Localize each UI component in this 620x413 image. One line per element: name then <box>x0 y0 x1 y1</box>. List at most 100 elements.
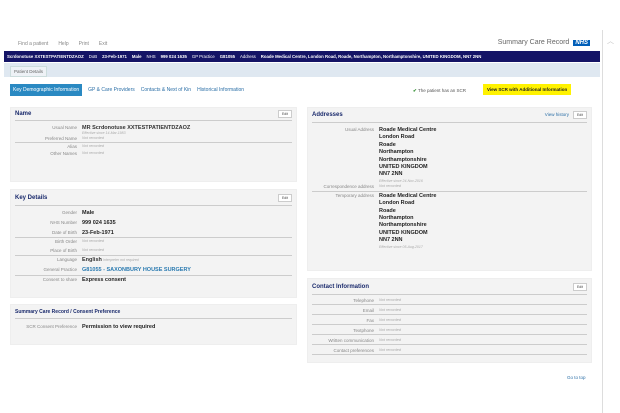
consent-value: Express consent <box>82 277 127 283</box>
temporary-address-effective: Effective since 05-Aug-2017 <box>379 244 423 249</box>
usual-address-label: Usual Address <box>344 127 374 132</box>
temporary-address: Roade Medical Centre London Road Roade Nort… <box>379 193 587 245</box>
contact-row: Written communication Not recorded <box>312 335 587 345</box>
usual-address-effective: Effective since 24-Nov-2016 <box>379 178 423 183</box>
birth-order-label: Birth Order <box>54 239 77 244</box>
address-line: Northamptonshire <box>379 222 427 229</box>
contact-row: Textphone Not recorded <box>312 325 587 335</box>
consent-label: Consent to share <box>42 277 77 282</box>
gp-link[interactable]: G81055 - SAXONBURY HOUSE SURGERY <box>82 267 191 273</box>
subnav-historical[interactable]: Historical Information <box>197 87 245 93</box>
address-line: Northampton <box>379 215 414 222</box>
addresses-title: Addresses <box>312 112 343 118</box>
contact-row: Email Not recorded <box>312 305 587 315</box>
contact-label: Fax <box>366 318 374 323</box>
menu-exit[interactable]: Exit <box>98 41 108 47</box>
alias-label: Alias <box>67 143 77 149</box>
address-line: London Road <box>379 134 415 141</box>
gender-label: Gender <box>61 210 77 215</box>
subnav-gp-care-providers[interactable]: GP & Care Providers <box>88 87 135 93</box>
edit-key-details-button[interactable]: Edit <box>277 193 292 202</box>
gp-code: G81055 <box>219 54 236 59</box>
scr-note: ✔ The patient has an SCR <box>413 88 466 94</box>
check-icon: ✔ <box>413 88 417 93</box>
temporary-address-label: Temporary address <box>335 192 374 198</box>
contact-title: Contact Information <box>312 283 369 290</box>
place-of-birth-label: Place of Birth <box>50 248 77 253</box>
sub-nav: Key Demographic Information GP & Care Pr… <box>10 84 244 96</box>
brand: Summary Care Record NHS <box>498 39 590 46</box>
address-line: Roade Medical Centre <box>379 192 437 199</box>
interpreter-note: interpreter not required <box>103 258 139 262</box>
contact-row: Fax Not recorded <box>312 315 587 325</box>
contact-label: Written communication <box>328 338 374 343</box>
usual-name-label: Usual Name <box>52 125 77 130</box>
subnav-contacts[interactable]: Contacts & Next of Kin <box>140 87 192 93</box>
address-line: UNITED KINGDOM <box>379 164 428 171</box>
nhs-number-value: 999 024 1635 <box>82 220 116 226</box>
address-line: Roade <box>379 207 396 214</box>
address-line: NN7 2NN <box>379 171 403 178</box>
gender-value: Male <box>82 210 95 216</box>
scr-pref-value: Permission to view required <box>82 324 156 330</box>
contact-value: Not recorded <box>379 348 401 352</box>
menu-print[interactable]: Print <box>78 41 89 47</box>
go-to-top-link[interactable]: Go to top <box>567 375 586 380</box>
edit-contact-button[interactable]: Edit <box>572 282 587 291</box>
nhs-number-label: NHS Number <box>50 220 77 225</box>
tab-strip: Patient Details <box>4 63 600 77</box>
address-label: Address <box>240 54 256 59</box>
dob-label: Date of Birth <box>51 230 77 235</box>
name-title: Name <box>15 111 32 117</box>
address-line: London Road <box>379 200 415 207</box>
nhs-number: 999 024 1635 <box>160 54 187 59</box>
subnav-key-demographic[interactable]: Key Demographic Information <box>10 84 83 96</box>
key-details-panel: Key Details Edit Gender Male NHS Number 999… <box>10 189 297 298</box>
address-line: NN7 2NN <box>379 237 403 244</box>
preferred-label: Preferred Name <box>44 136 77 141</box>
menu-help[interactable]: Help <box>58 41 69 47</box>
gp-label: GP Practice <box>191 54 215 59</box>
alias-value: Not recorded <box>82 143 104 148</box>
contact-label: Email <box>362 308 374 313</box>
top-menu: Find a patient Help Print Exit <box>18 41 107 47</box>
address-line: Roade <box>379 141 396 148</box>
patient-name: Scrdonotuse XXTESTPATIENTDZAOZ <box>7 54 84 59</box>
language-label: Language <box>56 257 77 262</box>
dob-label: DoB <box>88 54 98 59</box>
view-history-link[interactable]: View history <box>544 112 569 117</box>
address-line: Northampton <box>379 149 414 156</box>
tab-patient-details[interactable]: Patient Details <box>10 66 48 77</box>
scr-pref-label: SCR Consent Preference <box>26 324 77 329</box>
contact-panel: Contact Information Edit Telephone Not rec… <box>307 278 592 363</box>
edit-address-button[interactable]: Edit <box>572 111 587 119</box>
contact-label: Telephone <box>353 298 374 303</box>
gp-label: General Practice <box>43 267 77 272</box>
contact-label: Textphone <box>353 328 374 333</box>
other-names-label: Other Names <box>50 151 77 156</box>
contact-value: Not recorded <box>379 298 401 302</box>
patient-banner: Scrdonotuse XXTESTPATIENTDZAOZ DoB 23-Feb… <box>4 51 600 62</box>
scr-note-text: The patient has an SCR <box>417 88 466 93</box>
scroll-up-icon[interactable]: ︿ <box>607 38 614 45</box>
address-line: Northamptonshire <box>379 156 427 163</box>
dob: 23-Feb-1971 <box>102 54 127 59</box>
contact-value: Not recorded <box>379 308 401 312</box>
contact-value: Not recorded <box>379 318 401 322</box>
nhs-label: NHS <box>146 54 156 59</box>
usual-name: MR Scrdonotuse XXTESTPATIENTDZAOZ <box>82 125 191 131</box>
nhs-logo: NHS <box>573 39 590 46</box>
view-scr-button[interactable]: View SCR with Additional Information <box>483 84 572 95</box>
contact-value: Not recorded <box>379 338 401 342</box>
key-details-title: Key Details <box>15 194 48 201</box>
correspondence-value: Not recorded <box>379 183 401 188</box>
name-effective: Effective since 14-Mar-1983 <box>82 131 126 135</box>
birth-order-value: Not recorded <box>82 239 104 243</box>
scr-consent-title: Summary Care Record / Consent Preference <box>15 308 121 315</box>
name-panel: Name Edit Usual Name MR Scrdonotuse XXTEST… <box>10 107 297 182</box>
edit-name-button[interactable]: Edit <box>277 110 292 118</box>
contact-value: Not recorded <box>379 328 401 332</box>
scr-consent-panel: Summary Care Record / Consent Preference… <box>10 304 297 345</box>
scrollbar[interactable]: ︿ <box>602 30 616 413</box>
menu-find-patient[interactable]: Find a patient <box>18 41 49 47</box>
